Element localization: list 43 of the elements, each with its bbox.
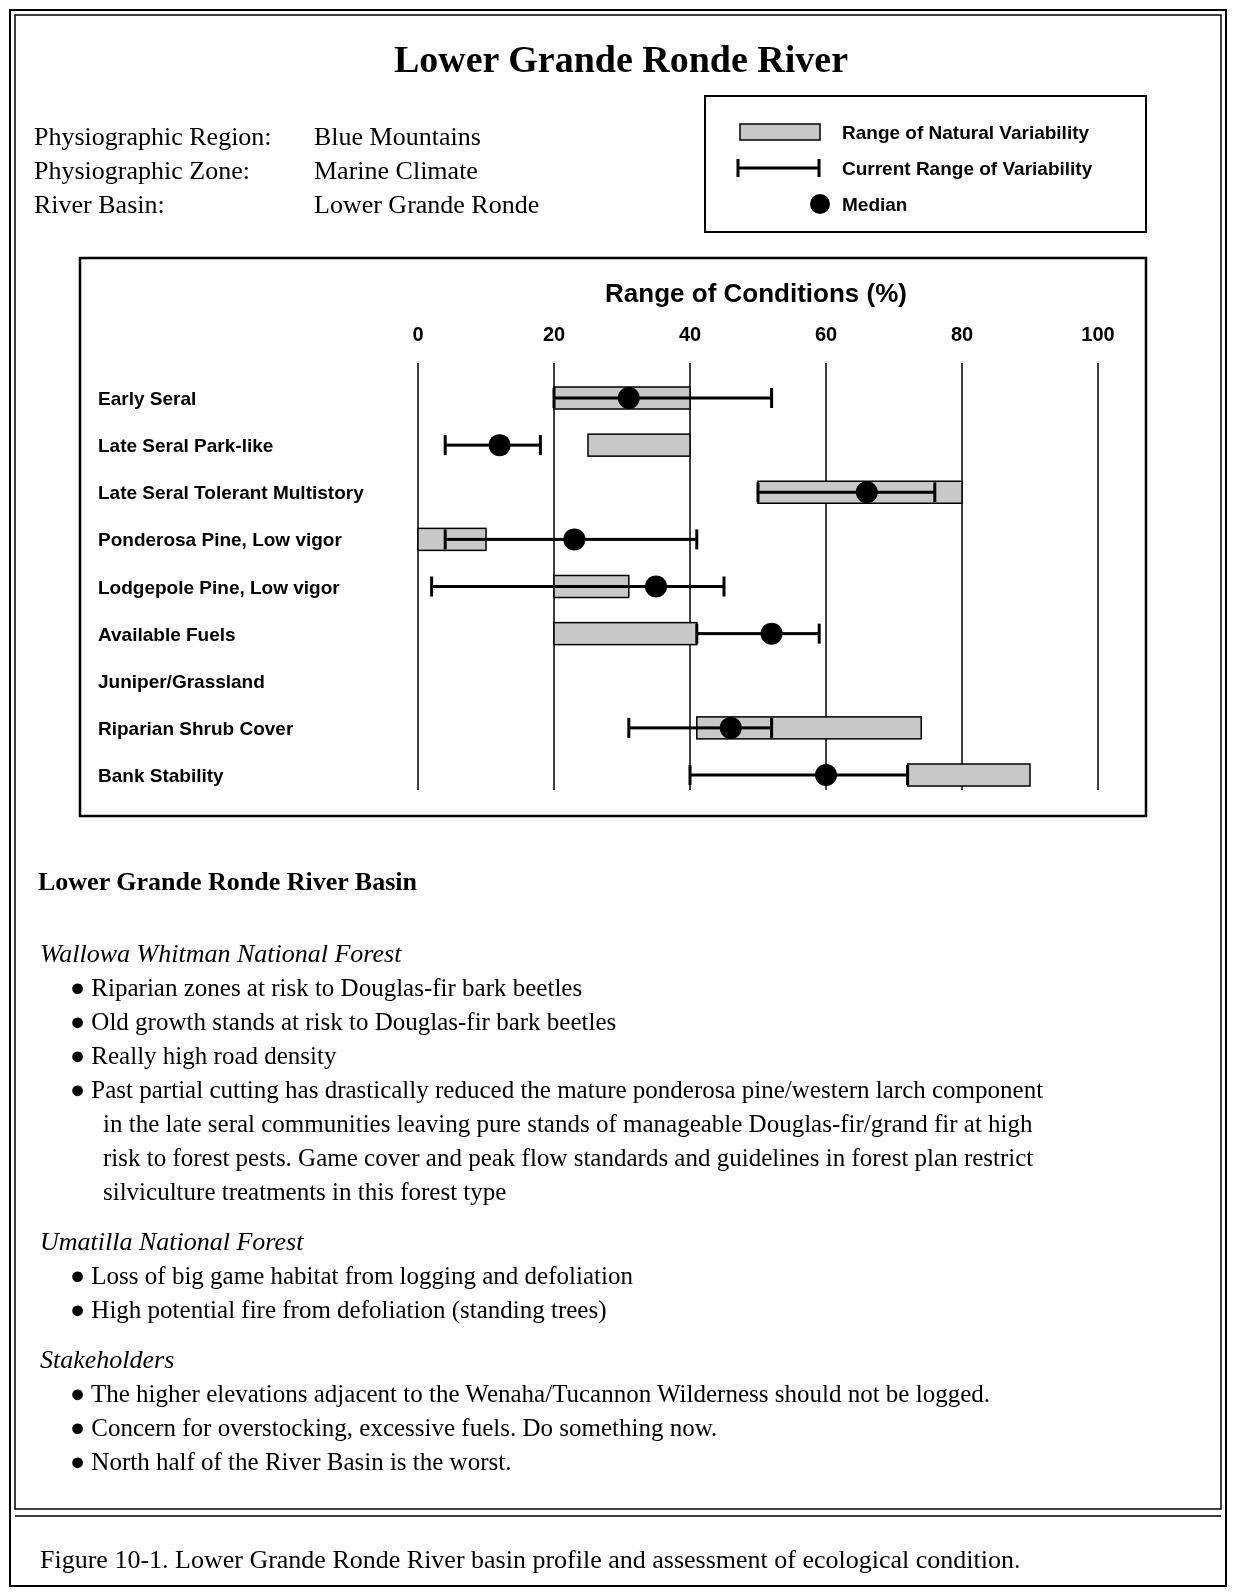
point bbox=[815, 764, 837, 786]
x-tick-label: 0 bbox=[412, 323, 424, 345]
x-tick-label: 60 bbox=[814, 323, 838, 345]
y-tick-label: Lodgepole Pine, Low vigor bbox=[98, 576, 341, 598]
legend-label: Median bbox=[842, 194, 908, 215]
y-tick-label: Ponderosa Pine, Low vigor bbox=[98, 529, 343, 551]
x-tick-label: 80 bbox=[950, 323, 974, 345]
y-tick-label: Late Seral Tolerant Multistory bbox=[98, 482, 365, 504]
y-tick-label: Early Seral bbox=[98, 388, 197, 409]
text: Stakeholders bbox=[40, 1345, 175, 1374]
x-tick-label: 20 bbox=[542, 323, 566, 345]
point bbox=[855, 481, 878, 504]
point bbox=[563, 528, 586, 551]
y-tick-label: Riparian Shrub Cover bbox=[98, 717, 294, 739]
point bbox=[645, 575, 667, 598]
point bbox=[719, 716, 742, 739]
text: ● The higher elevations adjacent to the Wenaha/Tucannon Wilderness should not be logged. bbox=[70, 1380, 990, 1407]
text: ● High potential fire from defoliation (standing trees) bbox=[70, 1296, 607, 1324]
text: ● Past partial cutting has drastically reduced the mature ponderosa pine/western larch component in the late seral communities leaving pure stands of manageable Douglas-fir/grand fir at high risk to forest pests. Game cover and peak flow standards and guidelines in forest plan restrict silviculture treatments in this forest type bbox=[70, 1076, 1044, 1205]
text: ● Loss of big game habitat from logging and defoliation bbox=[70, 1262, 634, 1289]
x-tick-label: 40 bbox=[678, 323, 702, 345]
text: Lower Grande Ronde River Basin bbox=[38, 867, 418, 896]
y-tick-label: Available Fuels bbox=[98, 623, 236, 645]
chart-title: Lower Grande Ronde River bbox=[393, 38, 849, 80]
point bbox=[617, 387, 640, 409]
text: ● Concern for overstocking, excessive fuels. Do something now. bbox=[70, 1414, 718, 1441]
text: ● Old growth stands at risk to Douglas-fir bark beetles bbox=[70, 1008, 617, 1035]
text: ● Riparian zones at risk to Douglas-fir bark beetles bbox=[70, 974, 583, 1001]
text: Physiographic Region: Blue Mountains Physiographic Zone: Marine Climate River Basin: Lower Grande Ronde bbox=[34, 122, 540, 219]
x-axis-title: Range of Conditions (%) bbox=[605, 278, 907, 308]
x-tick-label: 100 bbox=[1081, 323, 1115, 345]
y-tick-label: Bank Stability bbox=[98, 765, 225, 786]
caption: Figure 10-1. Lower Grande Ronde River basin profile and assessment of ecological condition. bbox=[40, 1545, 1021, 1574]
text: ● North half of the River Basin is the worst. bbox=[70, 1448, 512, 1475]
point bbox=[760, 622, 783, 645]
y-tick-label: Juniper/Grassland bbox=[98, 670, 265, 692]
point bbox=[488, 434, 511, 457]
text: Umatilla National Forest bbox=[40, 1227, 305, 1256]
legend-label: Current Range of Variability bbox=[842, 158, 1093, 179]
text: Wallowa Whitman National Forest bbox=[40, 939, 403, 968]
text: ● Really high road density bbox=[70, 1042, 337, 1069]
y-tick-label: Late Seral Park-like bbox=[98, 435, 274, 457]
legend-label: Range of Natural Variability bbox=[842, 122, 1090, 143]
